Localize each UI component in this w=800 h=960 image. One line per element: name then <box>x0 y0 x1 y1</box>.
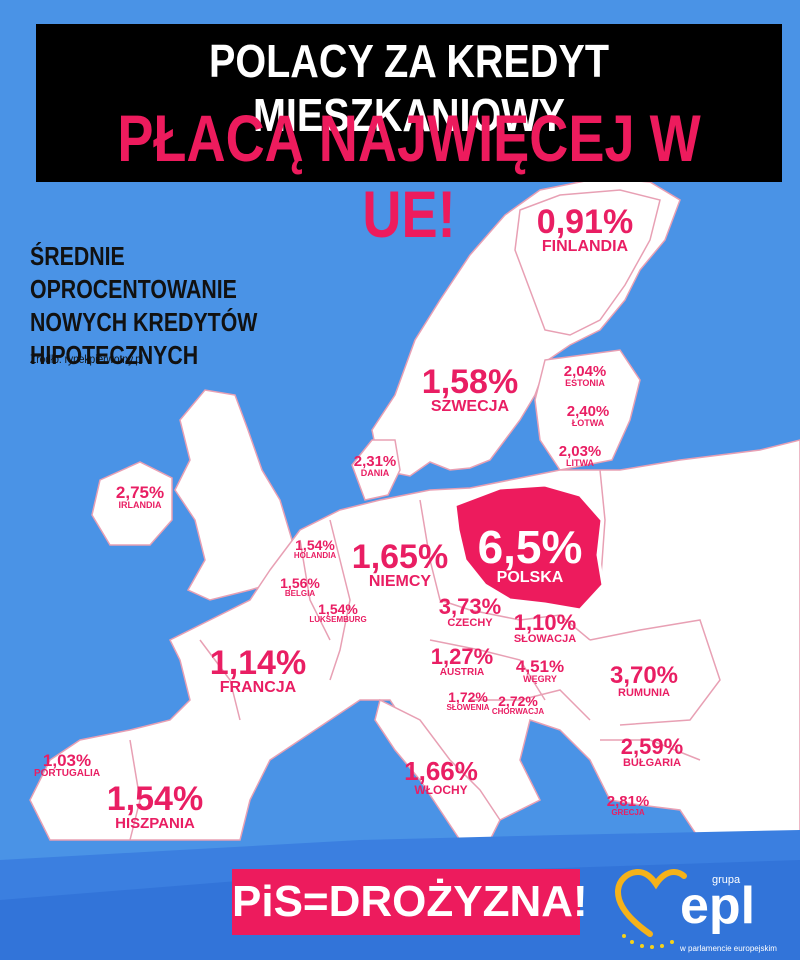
country-borders <box>129 469 721 841</box>
value-wlochy: 1,66% <box>404 756 478 786</box>
value-estonia: 2,04% <box>563 363 607 380</box>
value-finlandia: 0,91% <box>536 203 634 241</box>
stars-icon <box>622 934 674 949</box>
label-portugalia: 1,03% PORTUGALIA <box>34 752 100 779</box>
label-belgia: 1,56% BELGIA <box>280 576 320 598</box>
value-dania: 2,31% <box>353 453 397 470</box>
epl-logo <box>614 868 687 949</box>
subtitle-line1: ŚREDNIE OPROCENTOWANIE <box>30 241 237 304</box>
name-francja: FRANCJA <box>219 679 297 696</box>
name-dania: DANIA <box>360 468 390 478</box>
name-austria: AUSTRIA <box>439 667 485 678</box>
headline-line1: POLACY ZA KREDYT MIESZKANIOWY <box>208 35 610 141</box>
label-czechy: 3,73% CZECHY <box>439 596 501 629</box>
value-bulgaria: 2,59% <box>620 734 684 759</box>
source-note: Źródło: rynekpierwotny.pl <box>30 352 144 366</box>
value-portugalia: 1,03% <box>42 751 92 770</box>
label-szwecja: 1,58% SZWECJA <box>422 365 518 415</box>
value-wegry: 4,51% <box>515 657 565 676</box>
name-luksemburg: LUKSEMBURG <box>309 615 367 624</box>
name-irlandia: IRLANDIA <box>118 500 162 510</box>
label-grecja: 2,81% GRECJA <box>607 794 650 817</box>
name-bulgaria: BUŁGARIA <box>622 757 682 769</box>
name-lotwa: ŁOTWA <box>571 418 605 428</box>
label-hiszpania: 1,54% HISZPANIA <box>107 782 203 831</box>
name-czechy: CZECHY <box>447 617 493 629</box>
logo-grupa-text: grupa <box>712 874 741 886</box>
label-finlandia: 0,91% FINLANDIA <box>537 205 633 255</box>
name-niemcy: NIEMCY <box>368 573 432 590</box>
label-bulgaria: 2,59% BUŁGARIA <box>621 736 683 769</box>
land-poland <box>453 483 605 612</box>
land-denmark <box>351 439 401 501</box>
value-hiszpania: 1,54% <box>106 780 204 818</box>
value-chorwacja: 2,72% <box>498 693 538 709</box>
value-polska: 6,5% <box>477 521 583 573</box>
label-estonia: 2,04% ESTONIA <box>564 364 607 388</box>
label-irlandia: 2,75% IRLANDIA <box>116 484 164 510</box>
land-baltics <box>534 349 641 471</box>
name-estonia: ESTONIA <box>565 378 605 388</box>
value-holandia: 1,54% <box>295 537 335 553</box>
label-holandia: 1,54% HOLANDIA <box>294 538 336 560</box>
land-ireland <box>91 461 173 546</box>
label-slowacja: 1,10% SŁOWACJA <box>514 612 576 645</box>
map-subtitle: ŚREDNIE OPROCENTOWANIE NOWYCH KREDYTÓW H… <box>30 240 325 372</box>
name-portugalia: PORTUGALIA <box>33 768 101 779</box>
value-rumunia: 3,70% <box>609 662 679 689</box>
value-grecja: 2,81% <box>606 793 650 810</box>
subtitle-line3: HIPOTECZNYCH <box>30 340 199 370</box>
label-francja: 1,14% FRANCJA <box>210 646 306 696</box>
heart-icon <box>614 868 687 937</box>
label-luksemburg: 1,54% LUKSEMBURG <box>309 602 366 624</box>
name-finlandia: FINLANDIA <box>541 238 629 255</box>
label-chorwacja: 2,72% CHORWACJA <box>492 694 544 716</box>
logo-subtext: w parlamencie europejskim <box>680 944 777 953</box>
label-litwa: 2,03% LITWA <box>559 444 602 468</box>
value-czechy: 3,73% <box>438 594 502 619</box>
name-slowenia: SŁOWENIA <box>446 703 490 712</box>
label-wlochy: 1,66% WŁOCHY <box>404 758 478 796</box>
name-grecja: GRECJA <box>611 808 645 817</box>
logo-epl-text: epl <box>680 877 756 935</box>
label-wegry: 4,51% WĘGRY <box>516 658 564 684</box>
value-slowacja: 1,10% <box>513 610 577 635</box>
name-wegry: WĘGRY <box>523 674 557 684</box>
value-austria: 1,27% <box>430 644 494 669</box>
name-hiszpania: HISZPANIA <box>115 815 195 832</box>
headline-box: POLACY ZA KREDYT MIESZKANIOWY PŁACĄ NAJW… <box>36 24 782 251</box>
label-austria: 1,27% AUSTRIA <box>431 646 493 678</box>
name-szwecja: SZWECJA <box>430 398 510 415</box>
subtitle-line2: NOWYCH KREDYTÓW <box>30 307 258 337</box>
value-lotwa: 2,40% <box>566 403 610 420</box>
value-irlandia: 2,75% <box>115 483 165 502</box>
name-slowacja: SŁOWACJA <box>513 633 577 645</box>
name-litwa: LITWA <box>565 458 594 468</box>
value-francja: 1,14% <box>209 644 307 682</box>
name-wlochy: WŁOCHY <box>414 783 468 797</box>
value-litwa: 2,03% <box>558 443 602 460</box>
slogan-banner: PiS=DROŻYZNA! <box>232 869 588 935</box>
name-rumunia: RUMUNIA <box>618 687 670 699</box>
label-polska: 6,5% POLSKA <box>478 524 583 586</box>
value-belgia: 1,56% <box>280 575 320 591</box>
headline-line2: PŁACĄ NAJWIĘCEJ W UE! <box>117 101 701 251</box>
value-szwecja: 1,58% <box>421 363 519 401</box>
name-chorwacja: CHORWACJA <box>491 707 545 716</box>
label-lotwa: 2,40% ŁOTWA <box>567 404 610 428</box>
label-slowenia: 1,72% SŁOWENIA <box>446 690 489 712</box>
value-luksemburg: 1,54% <box>318 601 358 617</box>
label-dania: 2,31% DANIA <box>354 454 397 478</box>
value-niemcy: 1,65% <box>351 538 449 576</box>
value-slowenia: 1,72% <box>448 689 488 705</box>
name-holandia: HOLANDIA <box>293 551 337 560</box>
name-polska: POLSKA <box>496 569 564 586</box>
name-belgia: BELGIA <box>284 589 316 598</box>
label-niemcy: 1,65% NIEMCY <box>352 540 448 590</box>
label-rumunia: 3,70% RUMUNIA <box>610 664 678 699</box>
